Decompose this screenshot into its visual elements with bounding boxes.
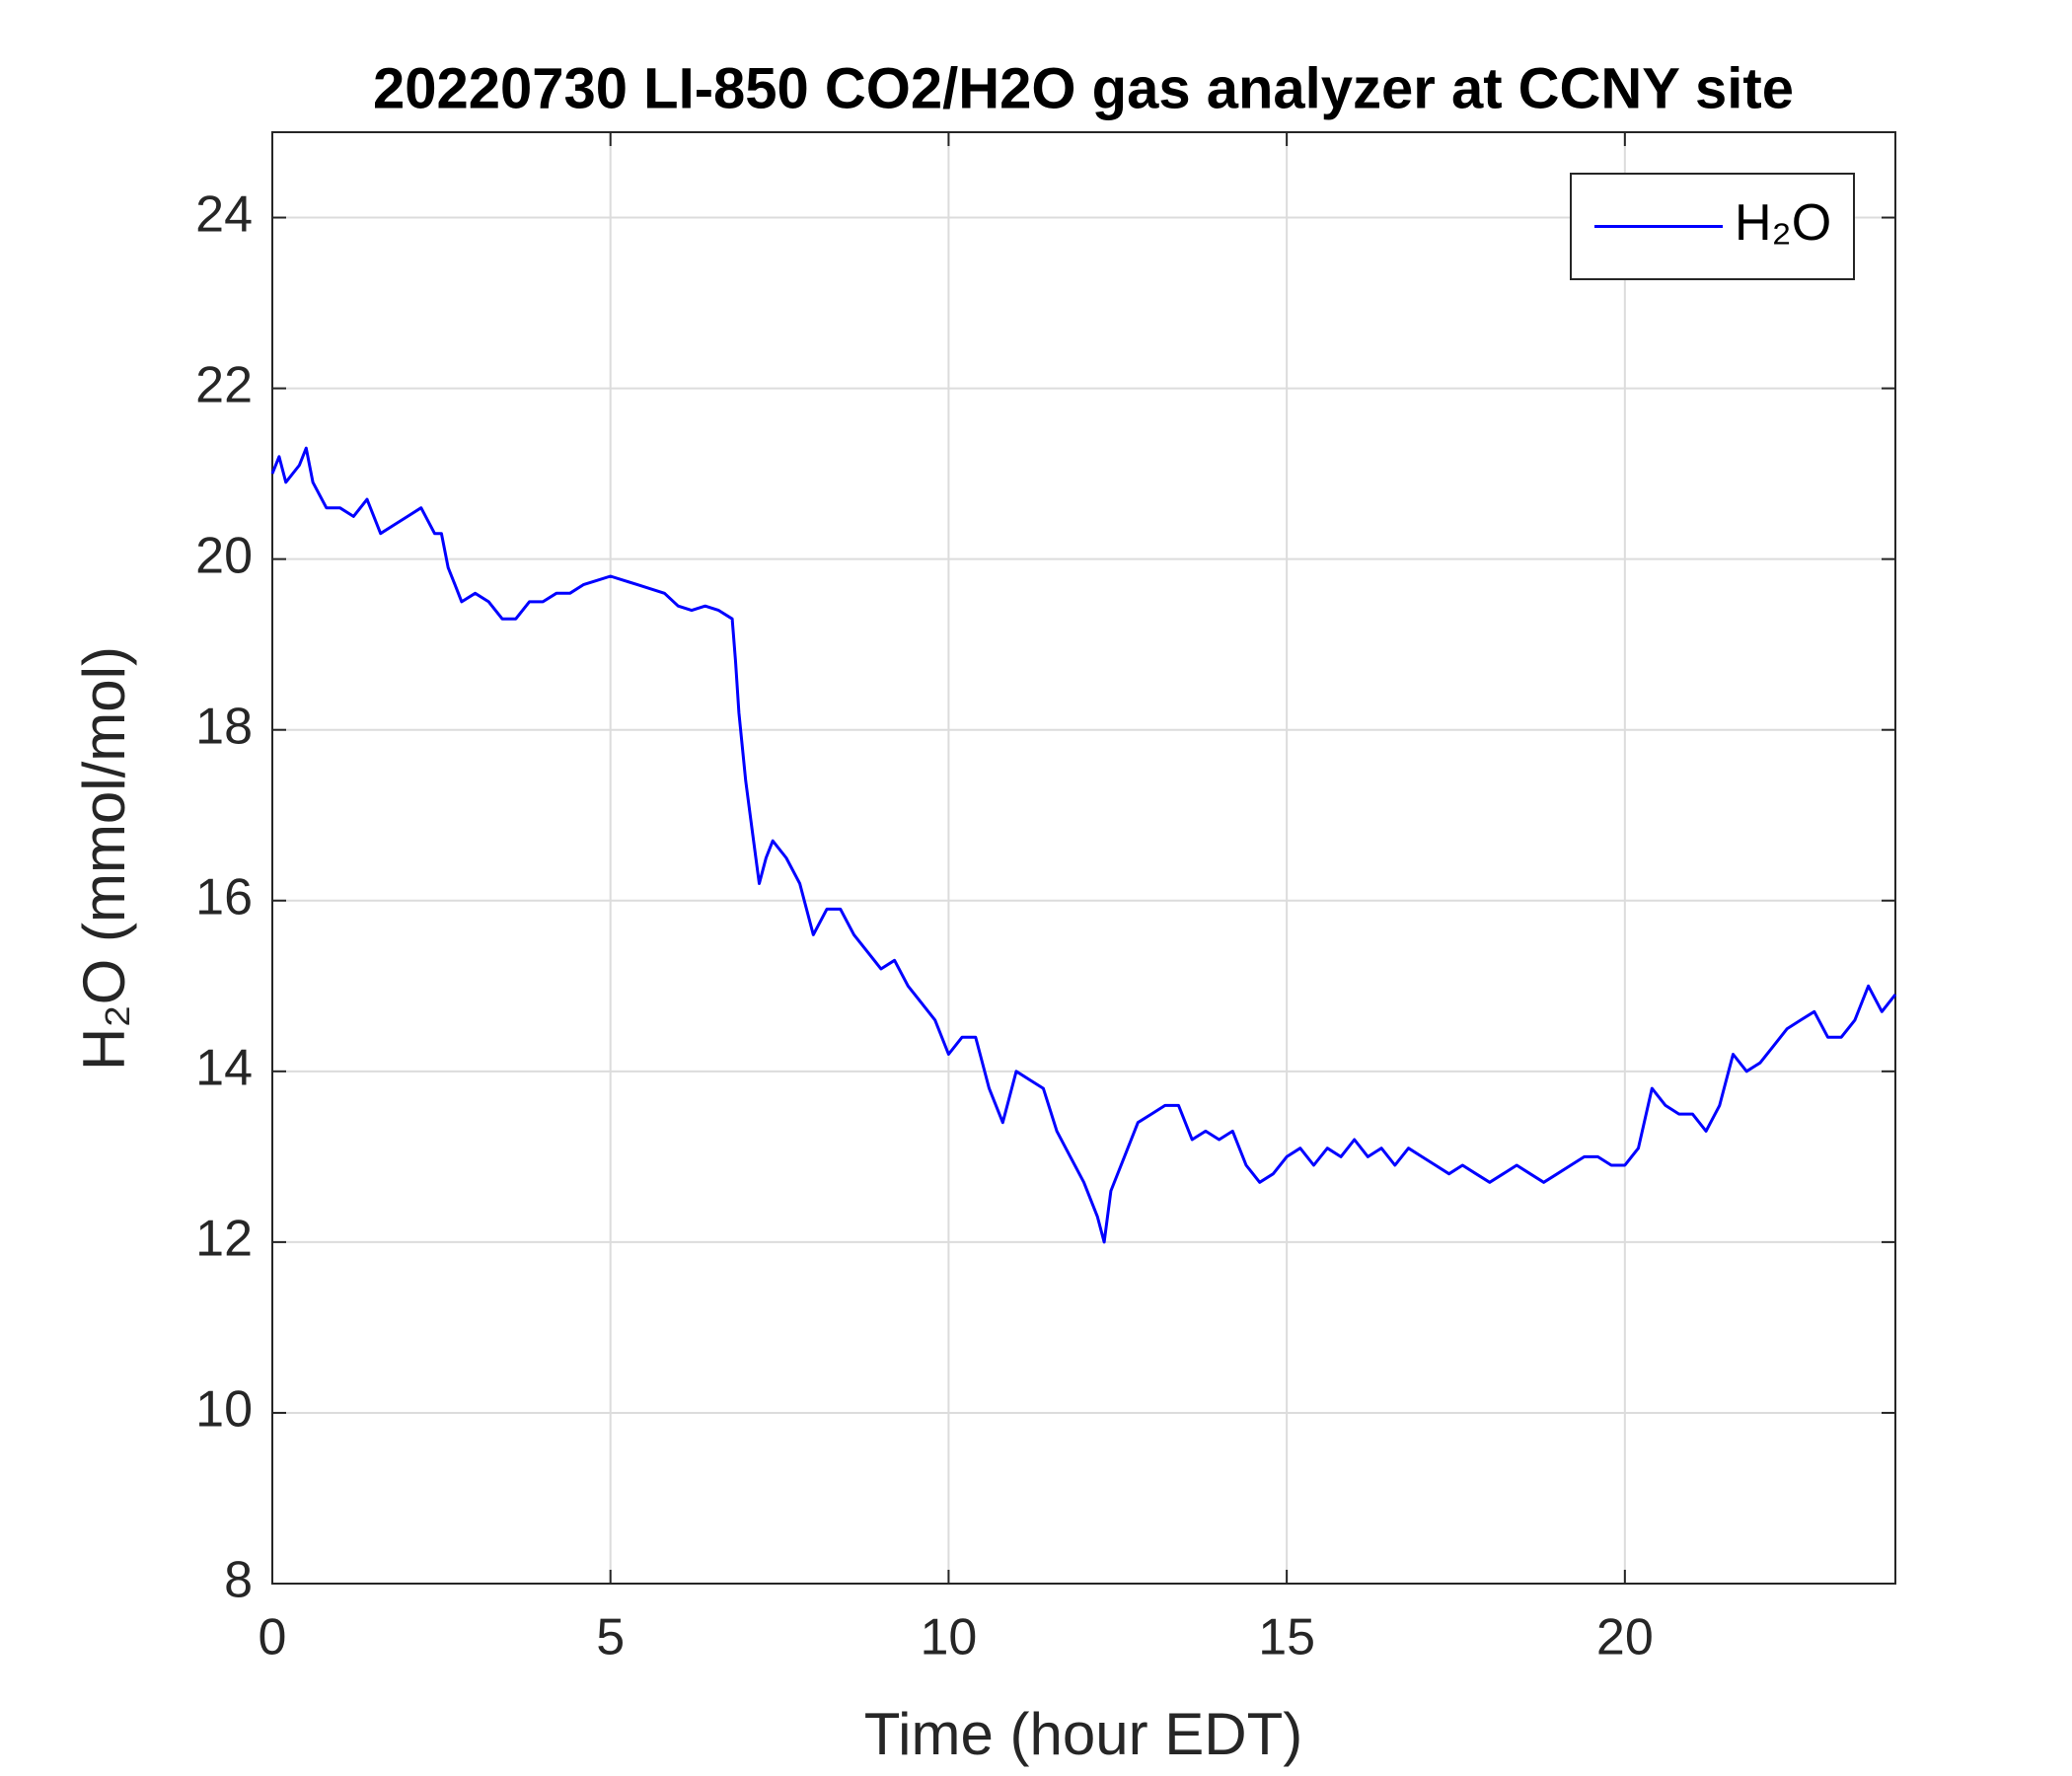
x-tick-label: 5 [596, 1609, 625, 1666]
x-tick-label: 15 [1258, 1609, 1315, 1666]
y-tick-label: 14 [195, 1040, 253, 1097]
y-tick-label: 10 [195, 1381, 253, 1439]
chart-title: 20220730 LI-850 CO2/H2O gas analyzer at … [373, 56, 1794, 120]
x-tick-label: 20 [1596, 1609, 1654, 1666]
y-tick-label: 18 [195, 698, 253, 755]
y-tick-label: 24 [195, 185, 253, 243]
plot-frame [271, 131, 1896, 1585]
legend-label: H₂O [1735, 194, 1831, 252]
y-tick-label: 20 [195, 527, 253, 584]
x-tick-label: 0 [259, 1609, 287, 1666]
y-tick-label: 22 [195, 356, 253, 413]
x-axis-label: Time (hour EDT) [864, 1701, 1303, 1767]
data-line [270, 446, 1897, 1244]
y-tick-label: 12 [195, 1211, 253, 1268]
x-tick-label: 10 [920, 1609, 977, 1666]
y-axis-label: H₂O (mmol/mol) [71, 646, 137, 1071]
y-tick-label: 16 [195, 868, 253, 925]
y-tick-label: 8 [224, 1552, 253, 1609]
